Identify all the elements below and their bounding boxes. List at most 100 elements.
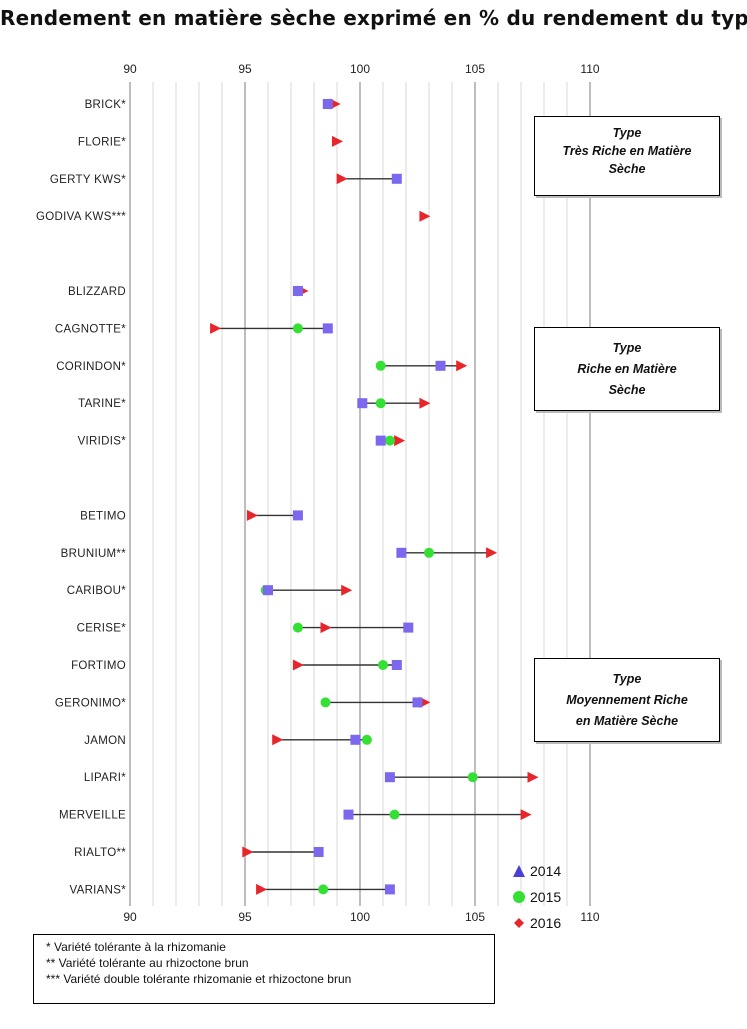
legend-label: 2014 — [530, 863, 562, 879]
category-row: BRICK* — [85, 98, 341, 111]
point-2014 — [313, 847, 324, 857]
x-tick-label-top: 110 — [580, 62, 599, 76]
category-label: CAGNOTTE* — [55, 323, 126, 335]
point-2016 — [419, 397, 431, 409]
legend: 2014 2015 2016 — [512, 858, 602, 936]
footnote: *** Variété double tolérante rhizomanie … — [46, 972, 352, 986]
category-row: TARINE* — [78, 397, 431, 410]
category-label: LIPARI* — [84, 772, 126, 784]
legend-label: 2016 — [530, 915, 562, 931]
category-label: GERONIMO* — [55, 697, 126, 709]
x-tick-label-bottom: 105 — [465, 910, 485, 924]
chart-title: Rendement en matière sèche exprimé en % … — [0, 6, 747, 30]
legend-label: 2015 — [530, 889, 562, 905]
point-2016 — [272, 734, 284, 746]
type-box-line: Sèche — [608, 383, 646, 397]
category-row: GODIVA KWS*** — [36, 210, 431, 223]
point-2015 — [424, 547, 434, 558]
category-row: CAGNOTTE* — [55, 322, 333, 335]
point-2014 — [435, 360, 446, 371]
point-2015 — [378, 660, 388, 670]
type-box-line: Type — [612, 126, 642, 140]
point-2014 — [292, 286, 303, 296]
category-label: CARIBOU* — [67, 585, 126, 597]
point-2014 — [357, 398, 368, 409]
point-2014 — [403, 622, 414, 633]
type-box-riche: Type Riche en Matière Sèche — [534, 327, 720, 411]
grid — [129, 82, 591, 906]
type-box-tres-riche: Type Très Riche en Matière Sèche — [534, 116, 720, 196]
category-label: JAMON — [84, 735, 126, 747]
type-box-line: Sèche — [608, 162, 646, 176]
category-label: BLIZZARD — [68, 286, 126, 298]
point-2015 — [375, 360, 386, 371]
type-box-line: Très Riche en Matière — [562, 144, 692, 158]
category-row: FLORIE* — [78, 135, 343, 148]
point-2015 — [318, 884, 329, 895]
point-2015 — [320, 697, 331, 708]
point-2016 — [242, 846, 254, 858]
chart: 90 90 95 95 100 100 105 105 110 110 BRICK* FLORIE*… — [36, 62, 600, 924]
category-label: RIALTO** — [74, 847, 126, 859]
category-label: TARINE* — [78, 398, 126, 410]
point-2014 — [391, 173, 402, 184]
category-row: GERTY KWS* — [50, 173, 402, 186]
x-tick-label-bottom: 100 — [350, 910, 370, 924]
point-2015 — [467, 772, 478, 783]
category-row: BETIMO — [80, 509, 303, 522]
category-row: CORINDON* — [56, 360, 468, 373]
point-2015 — [384, 435, 395, 446]
category-row: MERVEILLE — [59, 809, 532, 822]
point-2015 — [375, 398, 386, 409]
point-2014 — [391, 660, 402, 670]
data-rows: BRICK* FLORIE* GERTY KWS* GODIVA KWS*** BLIZ… — [36, 98, 539, 896]
point-2014 — [350, 734, 361, 745]
x-tick-label-bottom: 95 — [238, 910, 252, 924]
point-2014 — [384, 772, 395, 783]
footnote: ** Variété tolérante au rhizoctone brun — [46, 956, 249, 970]
point-2014 — [384, 884, 395, 895]
point-2014 — [375, 435, 386, 446]
category-label: CERISE* — [77, 623, 127, 635]
category-label: BETIMO — [80, 510, 126, 522]
category-label: VARIANS* — [69, 884, 126, 896]
category-row: VIRIDIS* — [78, 435, 406, 448]
circle-icon — [513, 891, 525, 903]
type-box-line: en Matière Sèche — [575, 714, 679, 728]
diamond-icon — [514, 918, 524, 928]
point-2016 — [256, 883, 268, 895]
legend-item-2015: 2015 — [512, 884, 602, 910]
legend-item-2016: 2016 — [512, 910, 602, 936]
type-box-line: Type — [612, 341, 642, 355]
category-label: FLORIE* — [78, 136, 126, 148]
category-row: FORTIMO — [71, 659, 402, 672]
x-tick-label-bottom: 110 — [580, 910, 599, 924]
point-2014 — [322, 99, 333, 109]
point-2016 — [341, 584, 353, 596]
point-2016 — [246, 509, 258, 521]
category-row: GERONIMO* — [55, 696, 431, 709]
point-2014 — [263, 585, 273, 596]
category-label: BRICK* — [85, 99, 127, 111]
x-tick-label-top: 95 — [238, 62, 252, 76]
category-label: GODIVA KWS*** — [36, 211, 126, 223]
point-2014 — [412, 697, 423, 708]
category-label: FORTIMO — [71, 660, 126, 672]
point-2015 — [389, 809, 400, 820]
point-2016 — [419, 210, 431, 222]
x-tick-label-top: 100 — [350, 62, 370, 76]
footnotes: * Variété tolérante à la rhizomanie ** V… — [33, 934, 495, 1004]
point-2015 — [361, 734, 372, 745]
category-row: VARIANS* — [69, 883, 395, 896]
category-row: CARIBOU* — [67, 584, 353, 597]
category-label: BRUNIUM** — [61, 548, 127, 560]
category-label: GERTY KWS* — [50, 174, 126, 186]
point-2016 — [520, 809, 532, 821]
footnote: * Variété tolérante à la rhizomanie — [46, 940, 226, 954]
point-2016 — [210, 322, 222, 334]
point-2015 — [292, 622, 303, 633]
point-2016 — [486, 547, 498, 559]
category-label: MERVEILLE — [59, 810, 126, 822]
point-2014 — [396, 547, 407, 558]
point-2016 — [332, 135, 343, 147]
